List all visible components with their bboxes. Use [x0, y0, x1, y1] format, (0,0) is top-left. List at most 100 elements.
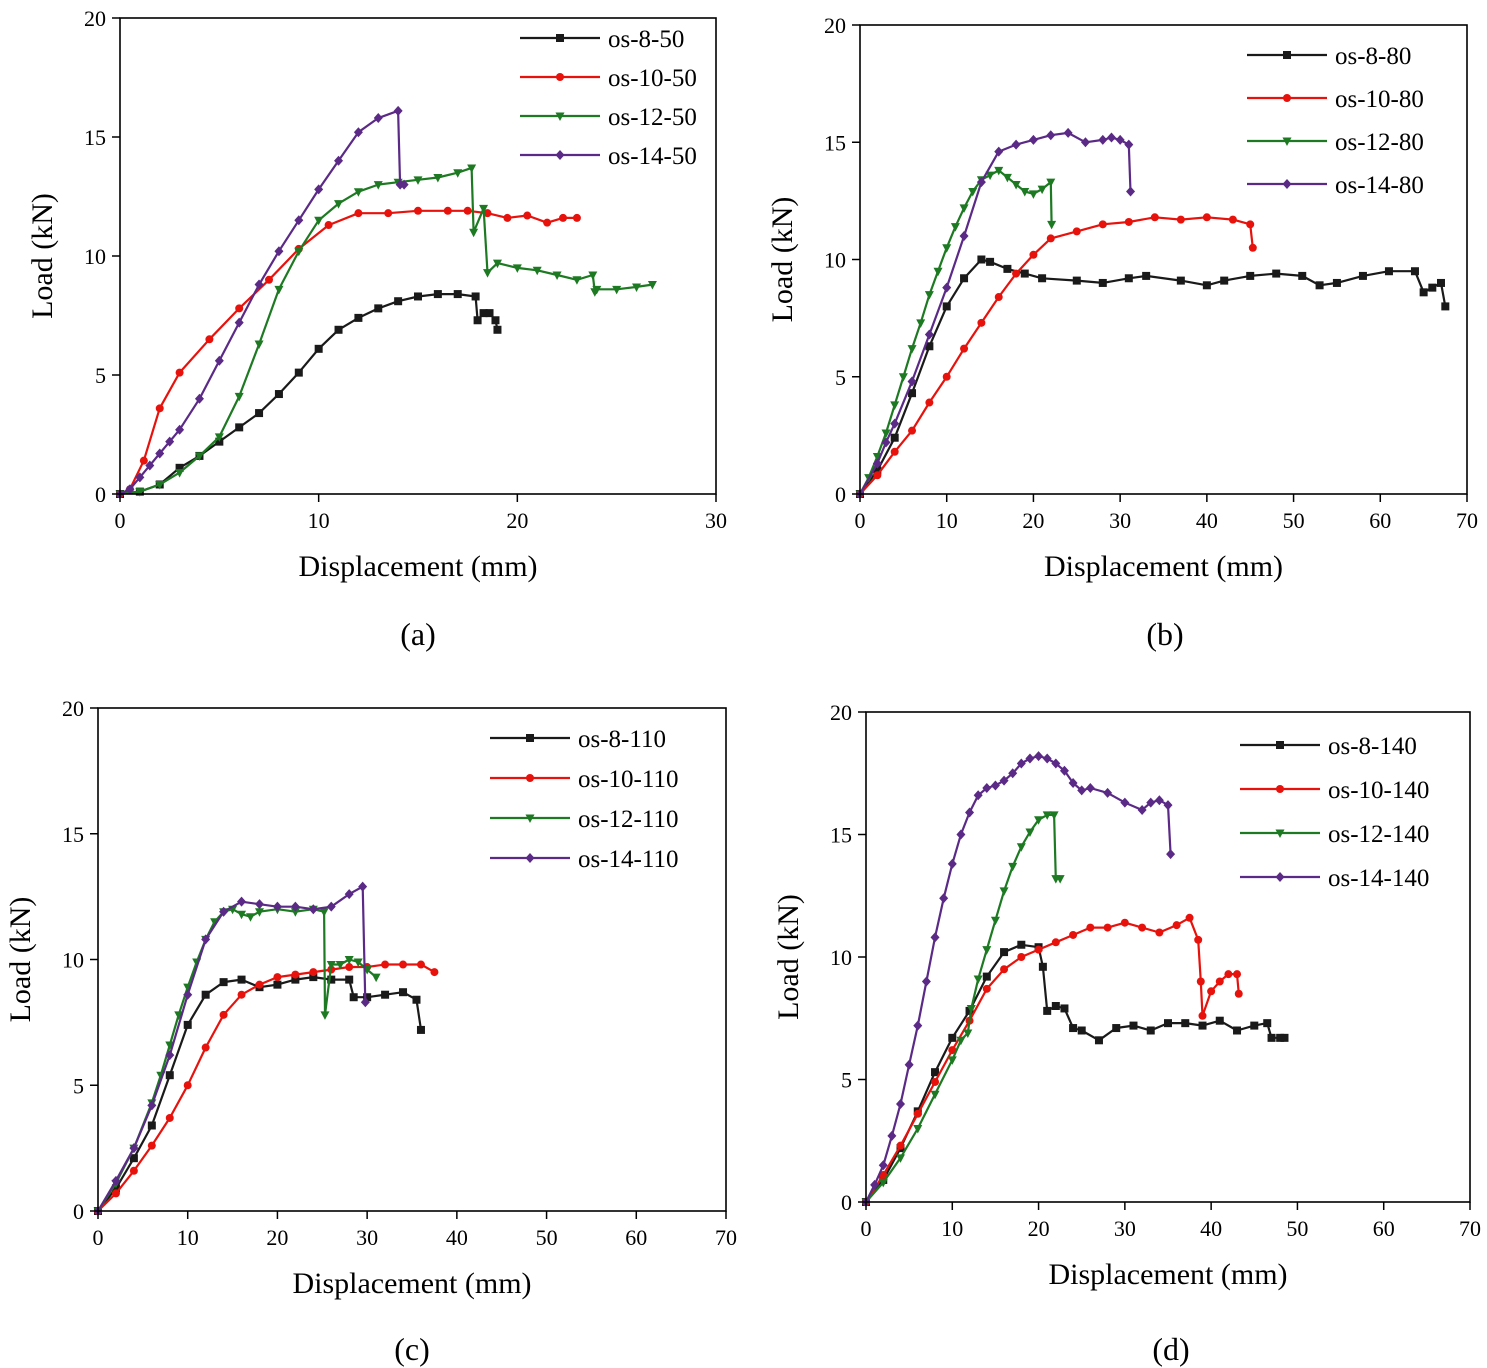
data-point-os-8-140 — [1215, 1016, 1224, 1025]
data-point-os-10-50 — [463, 206, 472, 215]
data-point-os-8-50 — [394, 297, 403, 306]
data-point-os-14-80 — [881, 437, 891, 448]
data-point-os-14-80 — [1126, 186, 1136, 197]
data-point-os-12-140 — [990, 916, 1000, 926]
legend-label-os-14-140: os-14-140 — [1328, 865, 1429, 892]
data-point-os-10-140 — [1224, 970, 1233, 979]
data-point-os-8-80 — [1410, 267, 1419, 276]
data-point-os-12-140 — [947, 1056, 957, 1065]
data-point-os-8-50 — [473, 316, 482, 325]
data-point-os-12-140 — [966, 1004, 976, 1014]
data-point-os-14-80 — [1115, 134, 1125, 145]
y-tick-label: 20 — [824, 13, 846, 38]
data-point-os-12-140 — [1034, 816, 1044, 825]
data-point-os-10-80 — [1228, 215, 1237, 224]
data-point-os-12-50 — [433, 173, 443, 183]
series-line-os-12-110 — [97, 908, 377, 1212]
data-point-os-10-50 — [265, 275, 273, 284]
y-tick-label: 10 — [830, 945, 852, 970]
data-point-os-10-110 — [273, 973, 282, 982]
data-point-os-12-80 — [1011, 180, 1021, 190]
x-tick-label: 40 — [1196, 508, 1218, 533]
data-point-os-10-140 — [1233, 970, 1242, 979]
x-tick-label: 50 — [1283, 508, 1305, 533]
data-point-os-14-140 — [1085, 782, 1095, 793]
data-point-os-14-140 — [947, 858, 957, 869]
data-point-os-10-110 — [255, 980, 264, 989]
data-point-os-8-140 — [1250, 1021, 1259, 1030]
data-point-os-10-110 — [147, 1141, 156, 1150]
data-point-os-14-50 — [155, 448, 165, 459]
data-point-os-8-80 — [1298, 271, 1307, 280]
data-point-os-12-140 — [1008, 862, 1018, 872]
data-point-os-12-140 — [1049, 811, 1059, 820]
panel-label: (a) — [400, 616, 436, 652]
data-point-os-10-50 — [543, 218, 552, 227]
x-tick-label: 60 — [625, 1225, 647, 1250]
data-point-os-14-110 — [308, 904, 318, 915]
data-point-os-8-80 — [1038, 274, 1047, 283]
data-point-os-14-140 — [930, 932, 940, 943]
data-point-os-8-50 — [479, 309, 488, 318]
data-point-os-10-80 — [908, 426, 917, 435]
data-point-os-14-80 — [924, 329, 934, 340]
data-point-os-14-140 — [956, 829, 966, 840]
data-point-os-10-50 — [503, 213, 512, 222]
legend-label-os-8-110: os-8-110 — [578, 726, 666, 753]
legend-marker-os-8-50 — [556, 34, 564, 42]
data-point-os-14-80 — [907, 376, 917, 387]
data-point-os-12-50 — [532, 266, 542, 276]
data-point-os-14-110 — [183, 989, 193, 1000]
legend-marker-os-14-80 — [1282, 179, 1292, 189]
data-point-os-14-140 — [870, 1179, 880, 1190]
data-point-os-12-50 — [175, 469, 185, 478]
data-point-os-8-80 — [1428, 283, 1437, 292]
data-point-os-10-50 — [235, 304, 244, 313]
data-point-os-10-110 — [381, 960, 390, 969]
data-point-os-12-80 — [968, 187, 978, 197]
y-tick-label: 15 — [824, 130, 846, 155]
data-point-os-10-80 — [1012, 269, 1021, 278]
data-point-os-10-80 — [925, 398, 934, 407]
y-axis-title: Load (kN) — [766, 197, 799, 323]
x-tick-label: 10 — [941, 1216, 963, 1241]
data-point-os-8-140 — [1198, 1021, 1207, 1030]
data-point-os-10-80 — [1124, 217, 1133, 226]
data-point-os-8-140 — [1233, 1026, 1242, 1035]
data-point-os-10-50 — [205, 335, 214, 344]
legend-label-os-8-140: os-8-140 — [1328, 733, 1417, 760]
x-tick-label: 30 — [356, 1225, 378, 1250]
data-point-os-8-80 — [1202, 281, 1211, 290]
data-point-os-12-110 — [174, 1011, 184, 1020]
y-tick-label: 10 — [824, 248, 846, 273]
data-point-os-12-140 — [1042, 811, 1052, 820]
data-point-os-12-50 — [373, 181, 383, 190]
data-point-os-8-140 — [1017, 940, 1026, 949]
y-tick-label: 15 — [84, 125, 106, 150]
data-point-os-8-80 — [1272, 269, 1281, 278]
data-point-os-14-80 — [994, 146, 1004, 157]
data-point-os-10-110 — [111, 1189, 120, 1198]
data-point-os-14-140 — [1016, 758, 1026, 769]
data-point-os-14-80 — [959, 231, 969, 242]
data-point-os-14-50 — [214, 355, 224, 366]
data-point-os-10-80 — [1202, 213, 1211, 222]
series-line-os-14-140 — [865, 754, 1172, 1203]
data-point-os-10-140 — [1051, 938, 1060, 947]
data-point-os-14-140 — [1120, 797, 1130, 808]
data-point-os-12-80 — [1037, 185, 1047, 195]
data-point-os-14-50 — [314, 184, 324, 195]
y-tick-label: 10 — [84, 244, 106, 269]
data-point-os-12-50 — [334, 200, 344, 209]
data-point-os-8-50 — [175, 463, 184, 472]
y-tick-label: 20 — [62, 696, 84, 721]
series-line-os-10-110 — [97, 963, 435, 1212]
data-point-os-12-80 — [933, 267, 943, 277]
x-axis-title: Displacement (mm) — [298, 550, 537, 583]
data-point-os-8-80 — [977, 255, 986, 264]
legend-marker-os-8-140 — [1276, 741, 1284, 749]
x-tick-label: 10 — [936, 508, 958, 533]
data-point-os-8-80 — [890, 433, 899, 442]
